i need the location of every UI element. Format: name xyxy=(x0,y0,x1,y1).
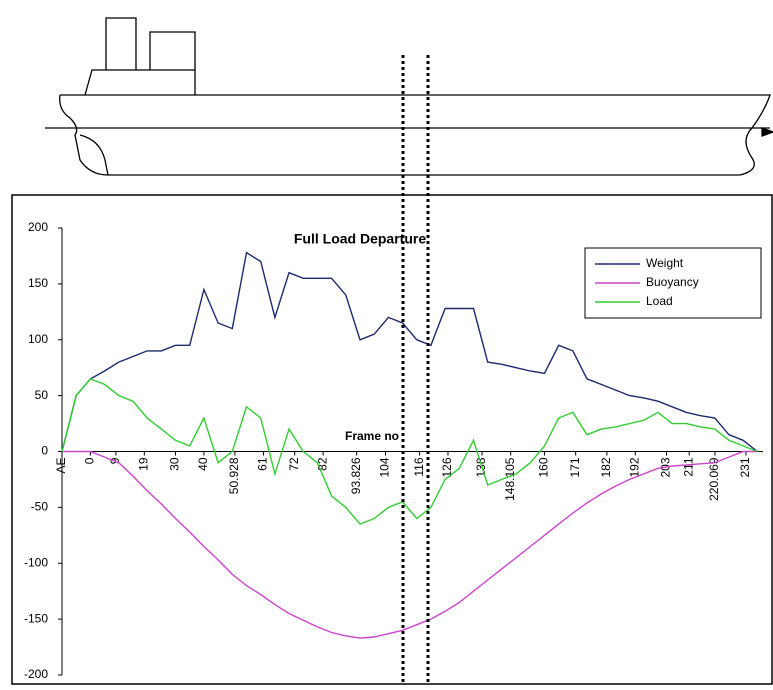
deckhouse xyxy=(85,70,195,95)
y-tick-label: 100 xyxy=(28,332,48,346)
x-tick-label: 116 xyxy=(412,457,426,476)
x-axis-title: Frame no xyxy=(345,429,399,443)
x-tick-label: 0 xyxy=(83,457,97,464)
x-tick-label: 231 xyxy=(738,457,752,477)
superstructure xyxy=(150,32,195,70)
page: Full Load Departure Frame no 200 150 100 50… xyxy=(0,0,773,685)
y-tick-label: 150 xyxy=(28,276,48,290)
section-markers xyxy=(403,55,428,685)
x-tick-label: 93.826 xyxy=(349,457,363,494)
hull xyxy=(60,95,770,175)
y-tick-label: -200 xyxy=(24,667,48,681)
x-tick-label: 211 xyxy=(681,457,695,476)
legend-label: Weight xyxy=(646,256,684,270)
x-tick-label: AE xyxy=(54,458,68,474)
stern xyxy=(80,135,108,175)
x-tick-label: 104 xyxy=(378,457,392,477)
series-line xyxy=(62,452,757,639)
x-tick-label: 50.928 xyxy=(227,457,241,494)
y-tick-label: -50 xyxy=(31,500,49,514)
x-tick-label: 40 xyxy=(196,457,210,471)
funnel xyxy=(106,18,136,70)
x-tick-label: 160 xyxy=(537,457,551,477)
y-tick-label: -100 xyxy=(24,555,48,569)
y-tick-label: 0 xyxy=(41,444,48,458)
chart-title: Full Load Departure xyxy=(294,231,426,247)
y-tick-label: -150 xyxy=(24,611,48,625)
x-tick-label: 138 xyxy=(474,457,488,477)
x-tick-label: 61 xyxy=(256,457,270,471)
x-tick-label: 171 xyxy=(568,457,582,477)
x-tick-label: 182 xyxy=(599,457,613,477)
x-tick-label: 192 xyxy=(627,457,641,477)
x-tick-label: 19 xyxy=(136,457,150,471)
y-tick-label: 50 xyxy=(35,388,49,402)
x-tick-label: 30 xyxy=(168,457,182,471)
ship-drawing xyxy=(45,18,773,175)
x-tick-label: 148.105 xyxy=(503,457,517,501)
bow xyxy=(762,128,773,136)
y-tick-label: 200 xyxy=(28,220,48,234)
legend-label: Load xyxy=(646,294,673,308)
legend-label: Buoyancy xyxy=(646,275,699,289)
x-tick-label: 72 xyxy=(287,457,301,471)
